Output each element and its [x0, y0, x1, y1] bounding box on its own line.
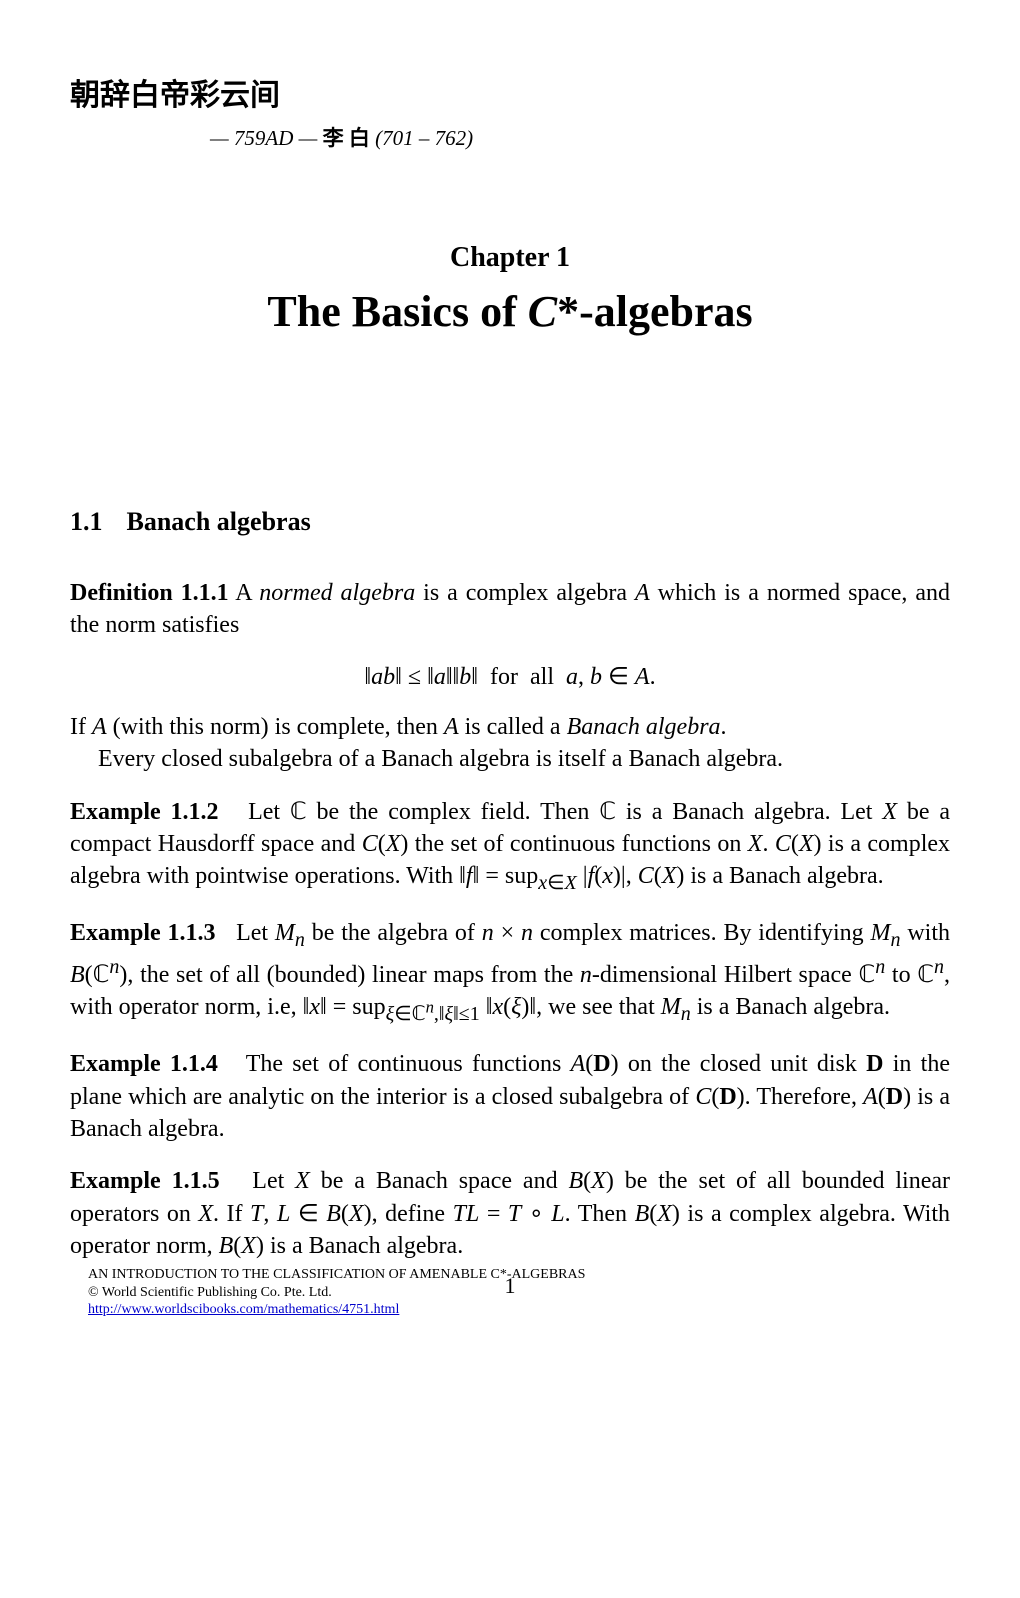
chapter-title-post: -algebras	[579, 287, 753, 336]
footer-link[interactable]: http://www.worldscibooks.com/mathematics…	[88, 1302, 399, 1317]
chapter-title: The Basics of C*-algebras	[70, 286, 950, 337]
example-1-1-3: Example 1.1.3 Let Mn be the algebra of n…	[70, 917, 950, 1028]
footer: AN INTRODUCTION TO THE CLASSIFICATION OF…	[88, 1266, 950, 1319]
chapter-label: Chapter 1	[70, 242, 950, 274]
example-label: Example 1.1.2	[70, 799, 219, 825]
definition-label: Definition 1.1.1	[70, 580, 229, 606]
chapter-title-math: C*	[528, 287, 579, 336]
definition-followup: If A (with this norm) is complete, then …	[70, 711, 950, 743]
section-title: Banach algebras	[127, 507, 311, 536]
chapter-title-pre: The Basics of	[267, 287, 527, 336]
definition-1-1-1: Definition 1.1.1 A normed algebra is a c…	[70, 577, 950, 642]
epigraph-chinese: 朝辞白帝彩云间	[70, 70, 950, 114]
definition-lead: A	[229, 580, 260, 606]
display-equation-1: ‖ab‖ ≤ ‖a‖‖b‖ for all a, b ∈ A.	[70, 662, 950, 691]
epigraph-dates: (701 – 762)	[370, 126, 473, 150]
definition-followup-2: Every closed subalgebra of a Banach alge…	[70, 743, 950, 775]
section-number: 1.1	[70, 507, 103, 537]
example-1-1-2: Example 1.1.2 Let ℂ be the complex field…	[70, 796, 950, 898]
epigraph-prefix: — 759AD —	[210, 126, 323, 150]
example-1-1-4: Example 1.1.4 The set of continuous func…	[70, 1048, 950, 1145]
example-label: Example 1.1.4	[70, 1051, 218, 1077]
epigraph-attribution: — 759AD — 李 白 (701 – 762)	[210, 122, 950, 152]
example-label: Example 1.1.5	[70, 1168, 220, 1194]
epigraph-author: 李 白	[323, 126, 370, 150]
definition-term: normed algebra	[259, 580, 415, 606]
footer-copyright: © World Scientific Publishing Co. Pte. L…	[88, 1284, 950, 1302]
example-1-1-5: Example 1.1.5 Let X be a Banach space an…	[70, 1165, 950, 1262]
footer-title: AN INTRODUCTION TO THE CLASSIFICATION OF…	[88, 1266, 950, 1284]
example-label: Example 1.1.3	[70, 920, 216, 946]
section-heading: 1.1 Banach algebras	[70, 507, 950, 537]
page-number: 1	[505, 1273, 516, 1299]
term-banach-algebra: Banach algebra	[567, 714, 721, 740]
